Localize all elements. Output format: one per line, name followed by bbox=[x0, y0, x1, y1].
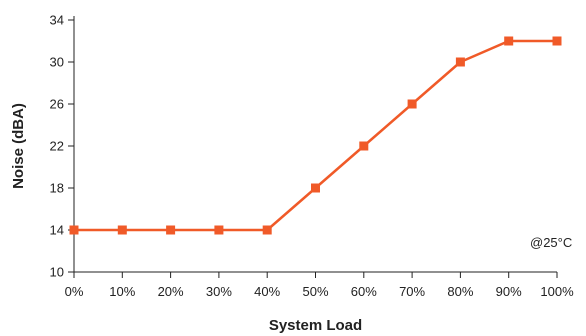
x-tick-label: 50% bbox=[302, 284, 328, 299]
data-point-marker bbox=[311, 183, 320, 193]
x-tick-label: 80% bbox=[447, 284, 473, 299]
data-point-marker bbox=[214, 225, 224, 235]
axes bbox=[73, 16, 557, 273]
data-point-marker bbox=[504, 36, 514, 46]
x-tick-label: 10% bbox=[109, 284, 135, 299]
x-tick-label: 90% bbox=[496, 284, 522, 299]
y-tick-label: 14 bbox=[50, 223, 64, 238]
x-tick-label: 0% bbox=[65, 284, 84, 299]
data-point-marker bbox=[262, 225, 272, 235]
temperature-annotation: @25°C bbox=[530, 235, 572, 250]
series-line bbox=[74, 39, 557, 232]
x-tick-label: 30% bbox=[206, 284, 232, 299]
x-ticks: 0% 10% 20% 30% 40% 50% 60% 70% 80% 90% 100% bbox=[65, 272, 574, 299]
data-point-marker bbox=[69, 225, 79, 235]
x-tick-label: 100% bbox=[540, 284, 574, 299]
x-tick-label: 60% bbox=[351, 284, 377, 299]
x-tick-label: 20% bbox=[158, 284, 184, 299]
data-point-marker bbox=[166, 225, 176, 235]
series-layer bbox=[69, 36, 562, 235]
y-tick-label: 10 bbox=[50, 265, 64, 280]
x-tick-label: 70% bbox=[399, 284, 425, 299]
y-tick-label: 30 bbox=[50, 55, 64, 70]
y-tick-label: 22 bbox=[50, 139, 64, 154]
y-tick-label: 34 bbox=[50, 13, 64, 28]
data-point-marker bbox=[455, 57, 465, 67]
data-point-marker bbox=[359, 141, 369, 151]
data-point-marker bbox=[407, 99, 417, 109]
y-axis-title: Noise (dBA) bbox=[10, 103, 27, 189]
y-tick-label: 18 bbox=[50, 181, 64, 196]
x-tick-label: 40% bbox=[254, 284, 280, 299]
y-tick-label: 26 bbox=[50, 97, 64, 112]
x-axis-title: System Load bbox=[269, 317, 362, 334]
y-ticks: 10 14 18 22 26 30 34 bbox=[50, 13, 74, 280]
data-point-marker bbox=[117, 225, 127, 235]
data-point-marker bbox=[552, 36, 562, 46]
